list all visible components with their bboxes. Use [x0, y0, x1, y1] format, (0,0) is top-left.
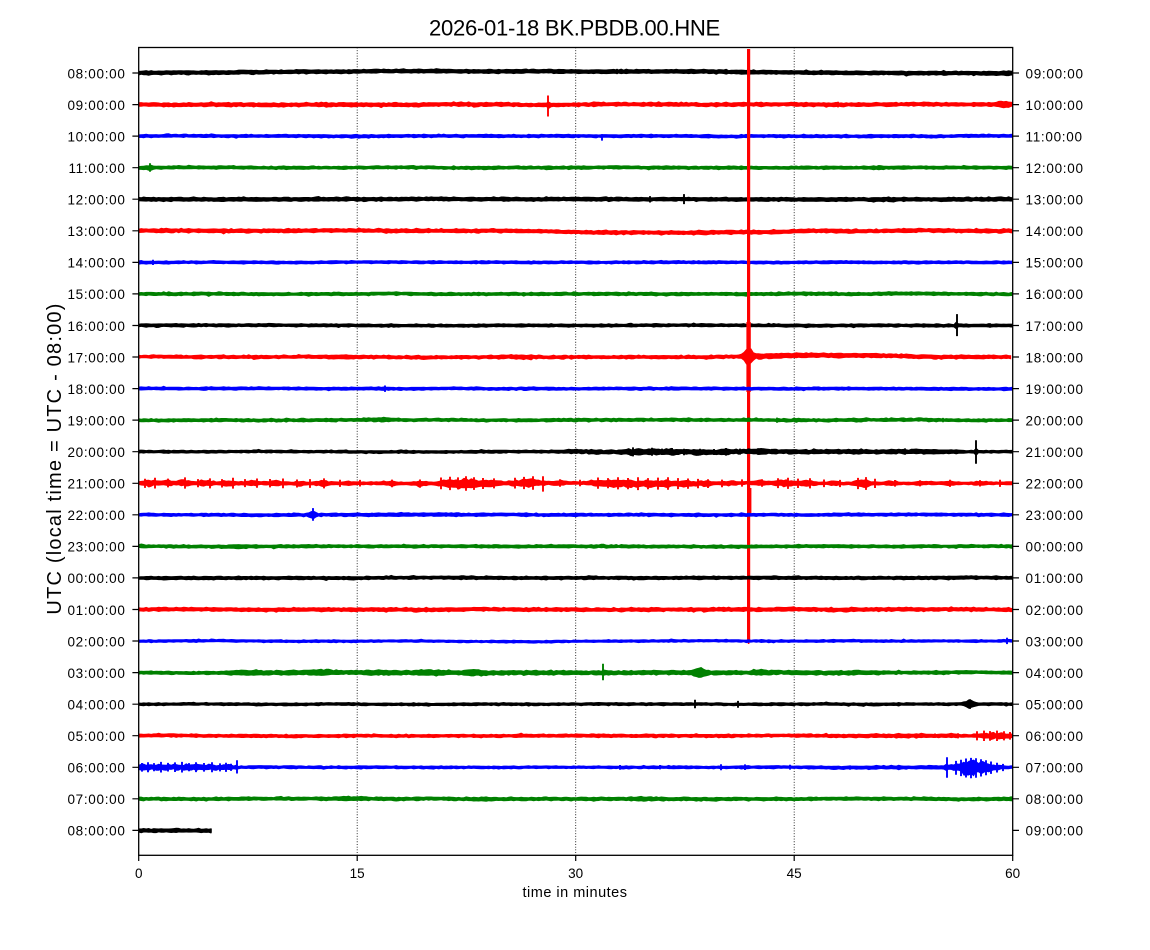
svg-text:05:00:00: 05:00:00: [1026, 698, 1084, 713]
svg-text:22:00:00: 22:00:00: [1026, 477, 1084, 492]
svg-text:04:00:00: 04:00:00: [67, 698, 125, 713]
svg-text:16:00:00: 16:00:00: [1026, 287, 1084, 302]
svg-text:16:00:00: 16:00:00: [67, 319, 125, 334]
svg-text:2026-01-18 BK.PBDB.00.HNE: 2026-01-18 BK.PBDB.00.HNE: [429, 16, 720, 41]
svg-text:06:00:00: 06:00:00: [1026, 729, 1084, 744]
svg-text:05:00:00: 05:00:00: [67, 729, 125, 744]
svg-text:09:00:00: 09:00:00: [1026, 824, 1084, 839]
svg-text:10:00:00: 10:00:00: [67, 129, 125, 144]
svg-text:12:00:00: 12:00:00: [67, 193, 125, 208]
svg-text:19:00:00: 19:00:00: [1026, 382, 1084, 397]
svg-text:0: 0: [135, 866, 143, 881]
svg-text:18:00:00: 18:00:00: [1026, 350, 1084, 365]
svg-text:06:00:00: 06:00:00: [67, 761, 125, 776]
svg-text:13:00:00: 13:00:00: [67, 224, 125, 239]
svg-text:45: 45: [787, 866, 802, 881]
svg-text:15:00:00: 15:00:00: [67, 287, 125, 302]
svg-text:20:00:00: 20:00:00: [67, 445, 125, 460]
svg-text:21:00:00: 21:00:00: [1026, 445, 1084, 460]
svg-text:11:00:00: 11:00:00: [68, 161, 125, 176]
svg-text:03:00:00: 03:00:00: [1026, 634, 1084, 649]
svg-text:12:00:00: 12:00:00: [1026, 161, 1084, 176]
svg-text:23:00:00: 23:00:00: [67, 540, 125, 555]
svg-text:time in minutes: time in minutes: [522, 885, 627, 901]
svg-text:01:00:00: 01:00:00: [67, 603, 125, 618]
svg-text:22:00:00: 22:00:00: [67, 508, 125, 523]
svg-text:09:00:00: 09:00:00: [67, 98, 125, 113]
svg-text:01:00:00: 01:00:00: [1026, 571, 1084, 586]
svg-text:20:00:00: 20:00:00: [1026, 413, 1084, 428]
svg-text:21:00:00: 21:00:00: [67, 477, 125, 492]
svg-text:30: 30: [568, 866, 583, 881]
svg-text:03:00:00: 03:00:00: [67, 666, 125, 681]
svg-text:09:00:00: 09:00:00: [1026, 66, 1084, 81]
svg-text:17:00:00: 17:00:00: [1026, 319, 1084, 334]
svg-text:11:00:00: 11:00:00: [1026, 129, 1083, 144]
svg-text:02:00:00: 02:00:00: [67, 634, 125, 649]
svg-text:08:00:00: 08:00:00: [1026, 792, 1084, 807]
svg-text:15:00:00: 15:00:00: [1026, 256, 1084, 271]
svg-text:08:00:00: 08:00:00: [67, 66, 125, 81]
svg-text:07:00:00: 07:00:00: [67, 792, 125, 807]
svg-text:14:00:00: 14:00:00: [1026, 224, 1084, 239]
svg-text:07:00:00: 07:00:00: [1026, 761, 1084, 776]
svg-text:19:00:00: 19:00:00: [67, 413, 125, 428]
svg-text:08:00:00: 08:00:00: [67, 824, 125, 839]
svg-text:18:00:00: 18:00:00: [67, 382, 125, 397]
svg-text:15: 15: [350, 866, 365, 881]
svg-text:10:00:00: 10:00:00: [1026, 98, 1084, 113]
svg-text:17:00:00: 17:00:00: [67, 350, 125, 365]
svg-text:23:00:00: 23:00:00: [1026, 508, 1084, 523]
svg-text:60: 60: [1005, 866, 1020, 881]
svg-text:04:00:00: 04:00:00: [1026, 666, 1084, 681]
svg-text:00:00:00: 00:00:00: [1026, 540, 1084, 555]
svg-text:00:00:00: 00:00:00: [67, 571, 125, 586]
svg-text:14:00:00: 14:00:00: [67, 256, 125, 271]
svg-text:13:00:00: 13:00:00: [1026, 193, 1084, 208]
svg-text:UTC (local time = UTC - 08:00): UTC (local time = UTC - 08:00): [44, 302, 66, 614]
svg-text:02:00:00: 02:00:00: [1026, 603, 1084, 618]
